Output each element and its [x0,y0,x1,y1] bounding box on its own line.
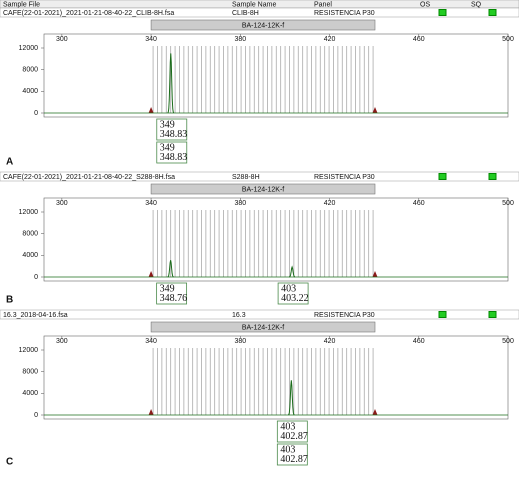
y-tick-label: 0 [34,412,38,419]
plot-frame [43,33,509,118]
header-cell: SQ [471,1,482,8]
sample-name: S288-8H [232,174,260,181]
status-square [438,311,447,318]
sample-file: CAFE(22-01-2021)_2021-01-21-08-40-22_CLI… [3,10,174,17]
allele-box [156,118,188,141]
x-tick-label: 420 [324,36,336,43]
header-cell: OS [420,1,430,8]
allele-call: 403 [281,283,296,294]
x-tick-label: 300 [56,338,68,345]
x-tick-label: 500 [502,338,514,345]
y-tick-label: 8000 [22,231,38,238]
marker-name: BA-124-12K-f [242,186,284,193]
panel-name: RESISTENCIA P30 [314,10,375,17]
x-tick-label: 460 [413,200,425,207]
y-tick-label: 12000 [19,45,39,52]
allele-call: 403 [280,444,295,455]
allele-call: 349 [160,119,175,130]
y-tick-label: 4000 [22,88,38,95]
allele-call: 349 [160,283,175,294]
marker-name: BA-124-12K-f [242,324,284,331]
y-tick-label: 12000 [19,209,39,216]
x-tick-label: 300 [56,36,68,43]
y-tick-label: 8000 [22,67,38,74]
header-cell: Panel [314,1,332,8]
bin-marker [372,107,378,113]
allele-size: 402.87 [280,431,308,442]
panel-letter: B [6,295,13,306]
status-square [438,173,447,180]
x-tick-label: 420 [324,338,336,345]
peak [288,265,296,278]
bin-marker [372,409,378,415]
status-square [488,311,497,318]
allele-box [156,282,188,305]
marker-bar [150,321,376,333]
panel-letter: C [6,457,13,468]
marker-name: BA-124-12K-f [242,22,284,29]
x-tick-label: 380 [234,338,246,345]
plot-frame [43,335,509,420]
sample-file: 16.3_2018-04-16.fsa [3,312,68,319]
sample-file: CAFE(22-01-2021)_2021-01-21-08-40-22_S28… [3,174,175,181]
x-tick-label: 460 [413,338,425,345]
x-tick-label: 300 [56,200,68,207]
x-tick-label: 340 [145,36,157,43]
allele-box [276,443,308,466]
x-tick-label: 500 [502,36,514,43]
x-tick-label: 380 [234,200,246,207]
sample-row [0,7,519,18]
peak [167,53,175,114]
plot-frame [43,197,509,282]
status-square [488,173,497,180]
allele-box [276,420,308,443]
y-tick-label: 12000 [19,347,39,354]
status-square [488,9,497,16]
peak [287,380,295,416]
status-square [438,9,447,16]
x-tick-label: 340 [145,200,157,207]
x-tick-label: 380 [234,36,246,43]
bin-marker [148,271,154,277]
bin-marker [148,409,154,415]
panel-letter: A [6,157,13,168]
panel-name: RESISTENCIA P30 [314,312,375,319]
y-tick-label: 0 [34,110,38,117]
allele-box [277,282,309,305]
y-tick-label: 8000 [22,369,38,376]
x-tick-label: 340 [145,338,157,345]
allele-size: 348.83 [160,129,188,140]
allele-call: 403 [280,421,295,432]
marker-bar [150,19,376,31]
header-cell: Sample Name [232,1,276,8]
bin-marker [148,107,154,113]
marker-bar [150,183,376,195]
sample-name: CLIB-8H [232,10,259,17]
x-tick-label: 500 [502,200,514,207]
allele-size: 348.76 [160,293,188,304]
allele-box [156,141,188,164]
panel-name: RESISTENCIA P30 [314,174,375,181]
allele-size: 403.22 [281,293,309,304]
peak [167,260,174,278]
x-tick-label: 460 [413,36,425,43]
sample-row [0,171,519,182]
sample-name: 16.3 [232,312,246,319]
allele-size: 348.83 [160,152,188,163]
y-tick-label: 0 [34,274,38,281]
sample-row [0,309,519,320]
y-tick-label: 4000 [22,390,38,397]
y-tick-label: 4000 [22,252,38,259]
allele-size: 402.87 [280,454,308,465]
allele-call: 349 [160,142,175,153]
bin-marker [372,271,378,277]
x-tick-label: 420 [324,200,336,207]
header-cell: Sample File [3,1,40,8]
